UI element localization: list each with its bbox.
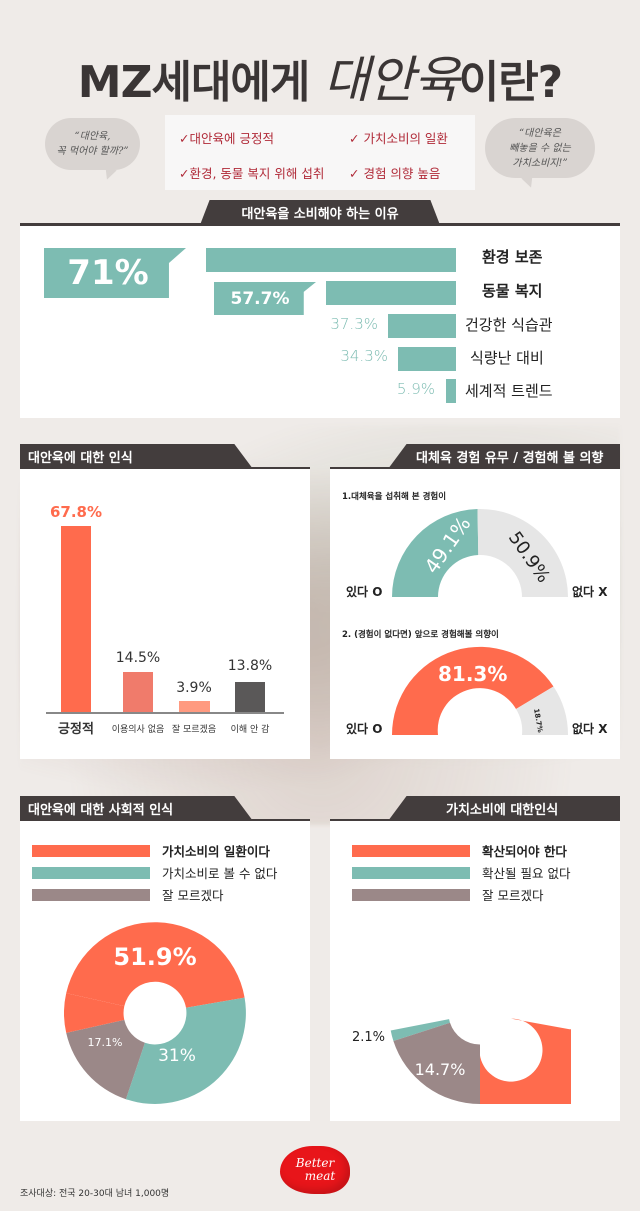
label-2-1: 2.1% <box>352 1030 386 1045</box>
x-axis <box>46 712 284 714</box>
legend-item: 가치소비의 일환이다 <box>32 841 270 860</box>
no-label: 없다 X <box>572 585 608 599</box>
bar-category: 잘 모르겠음 <box>171 725 217 735</box>
check-item: ✓대안육에 긍정적 <box>179 131 274 146</box>
reason-bar <box>388 314 456 338</box>
donut-value: 83.2% 14.7% <box>390 943 571 1104</box>
bar-no-intent <box>123 672 153 712</box>
legend-item: 잘 모르겠다 <box>32 885 223 904</box>
legend-item: 잘 모르겠다 <box>352 885 543 904</box>
half-donut-experience: 49.1% 50.9% <box>392 508 568 597</box>
bar-value: 3.9% <box>176 680 212 696</box>
section-header-experience: 대체육 경험 유무 / 경험해 볼 의향 <box>388 444 620 469</box>
yes-label: 있다 O <box>346 722 383 736</box>
pct-tag-57: 57.7% <box>214 282 316 315</box>
reason-bar <box>398 347 456 371</box>
donut-social: 51.9% 31% 17.1% <box>64 922 246 1104</box>
svg-text:83.2%: 83.2% <box>438 943 521 971</box>
reason-bar <box>446 379 456 403</box>
half-donut-intent: 81.3% 18.7% <box>391 646 569 735</box>
svg-text:14.7%: 14.7% <box>415 1060 466 1079</box>
reason-label: 동물 복지 <box>482 282 543 300</box>
speech-bubble-left: “대안육, 꼭 먹어야 할까?” <box>45 118 140 170</box>
legend-item: 가치소비로 볼 수 없다 <box>32 863 277 882</box>
bar-not-understood <box>235 682 265 712</box>
bar-category: 이용의사 없음 <box>111 725 165 735</box>
reason-label: 환경 보존 <box>482 248 543 266</box>
question-1: 1.대체육을 섭취해 본 경험이 <box>342 492 447 502</box>
bar-positive <box>61 526 91 712</box>
reason-label: 세계적 트렌드 <box>465 382 553 400</box>
section-header-perception: 대안육에 대한 인식 <box>20 444 253 469</box>
speech-bubble-right: “대안육은 빼놓을 수 없는 가치소비지!” <box>485 118 595 178</box>
bar-category: 긍정적 <box>58 722 94 737</box>
divider <box>330 819 620 821</box>
check-item: ✓ 경험 의향 높음 <box>349 166 441 181</box>
svg-text:51.9%: 51.9% <box>113 943 196 971</box>
section-header-value: 가치소비에 대한인식 <box>388 796 620 821</box>
divider <box>20 819 310 821</box>
pct-tag-71: 71% <box>44 248 186 298</box>
legend-item: 확산되어야 한다 <box>352 841 567 860</box>
page-title: MZ세대에게 대안육이란? <box>77 51 563 109</box>
reason-label: 건강한 식습관 <box>465 316 553 334</box>
section-header-social: 대안육에 대한 사회적 인식 <box>20 796 253 821</box>
svg-text:31%: 31% <box>158 1046 196 1066</box>
reason-bar <box>326 281 456 305</box>
yes-label: 있다 O <box>346 585 383 599</box>
divider <box>20 223 620 226</box>
bar-value: 67.8% <box>49 503 103 521</box>
svg-text:17.1%: 17.1% <box>88 1036 123 1049</box>
better-meat-logo: Better meat <box>280 1146 350 1194</box>
reason-pct: 5.9% <box>396 380 435 398</box>
section-header-reasons: 대안육을 소비해야 하는 이유 <box>200 200 440 225</box>
check-item: ✓ 가치소비의 일환 <box>349 131 448 146</box>
bar-category: 이해 안 감 <box>230 725 270 735</box>
reason-label: 식량난 대비 <box>470 349 544 367</box>
reason-pct: 34.3% <box>340 347 388 365</box>
svg-text:81.3%: 81.3% <box>438 662 507 686</box>
bar-value: 13.8% <box>227 658 273 674</box>
survey-note: 조사대상: 전국 20-30대 남녀 1,000명 <box>20 1189 170 1199</box>
no-label: 없다 X <box>572 722 608 736</box>
summary-checklist: ✓대안육에 긍정적 ✓ 가치소비의 일환 ✓환경, 동물 복지 위해 섭취 ✓ … <box>165 115 475 190</box>
check-item: ✓환경, 동물 복지 위해 섭취 <box>179 166 325 181</box>
divider <box>330 467 620 469</box>
legend-item: 확산될 필요 없다 <box>352 863 570 882</box>
divider <box>20 467 310 469</box>
reason-bar <box>206 248 456 272</box>
bar-unsure <box>179 701 210 712</box>
bar-value: 14.5% <box>115 650 161 666</box>
reason-pct: 37.3% <box>330 315 378 333</box>
question-2: 2. (경험이 없다면) 앞으로 경험해볼 의향이 <box>342 630 499 640</box>
